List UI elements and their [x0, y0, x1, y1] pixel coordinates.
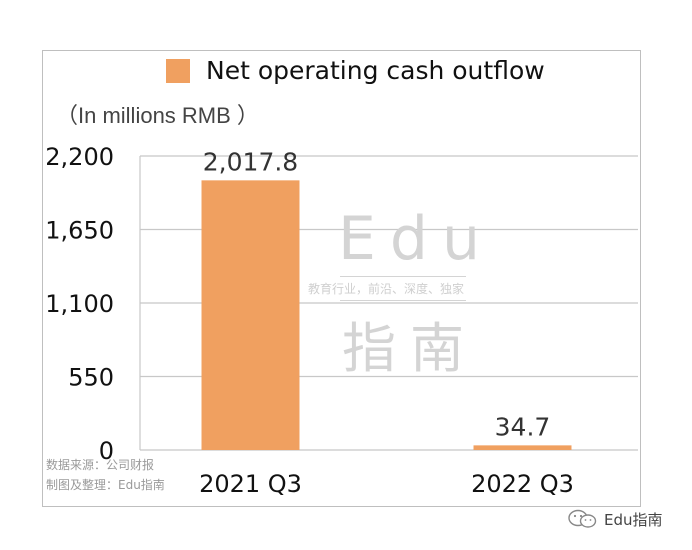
footer-account-name: Edu指南 [604, 510, 663, 529]
footer-account: Edu指南 [566, 508, 663, 530]
x-tick-label: 2022 Q3 [471, 470, 574, 498]
legend-swatch [166, 58, 190, 83]
x-tick-label: 2021 Q3 [199, 470, 302, 498]
source-line-1: 数据来源：公司财报 [46, 458, 155, 472]
wechat-icon [568, 509, 597, 528]
y-tick-label: 550 [68, 364, 114, 392]
watermark-rule-bottom [340, 300, 466, 301]
y-tick-label: 1,650 [45, 217, 114, 245]
bar [201, 180, 300, 450]
watermark-rule-top [340, 276, 466, 277]
y-tick-label: 1,100 [45, 290, 114, 318]
legend-label: Net operating cash outflow [206, 56, 545, 85]
y-tick-label: 0 [99, 437, 114, 465]
y-tick-label: 2,200 [45, 143, 114, 171]
legend: Net operating cash outflow [166, 56, 545, 85]
watermark-zhinan: 指南 [342, 317, 478, 380]
bar [473, 445, 572, 450]
bar-data-label: 2,017.8 [203, 147, 298, 176]
chart-frame [42, 50, 641, 507]
watermark-edu: Edu [338, 204, 495, 274]
bar-data-label: 34.7 [495, 412, 551, 441]
watermark-tagline: 教育行业，前沿、深度、独家 [308, 282, 465, 296]
units-label: （In millions RMB ） [56, 103, 259, 128]
source-line-2: 制图及整理：Edu指南 [46, 478, 165, 492]
